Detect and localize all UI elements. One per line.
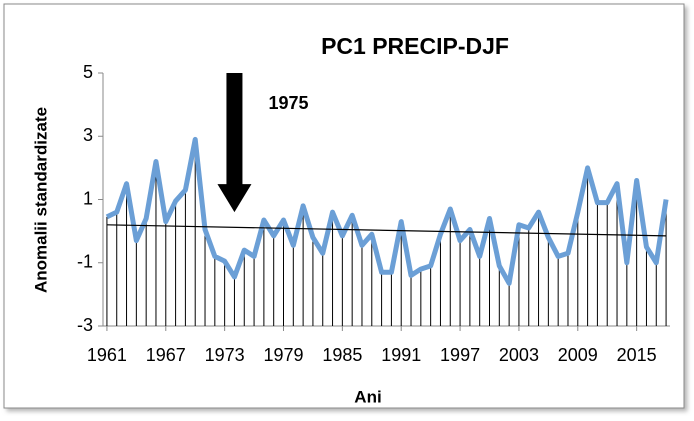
x-tick-label: 1973 bbox=[205, 345, 245, 365]
y-tick-label: 3 bbox=[83, 125, 93, 145]
x-tick-label: 1967 bbox=[146, 345, 186, 365]
x-tick-label: 1991 bbox=[381, 345, 421, 365]
x-tick-label: 1961 bbox=[87, 345, 127, 365]
y-tick-label: -1 bbox=[77, 252, 93, 272]
trend-line bbox=[106, 224, 667, 237]
data-line bbox=[105, 136, 669, 286]
y-axis-label: Anomalii standardizate bbox=[31, 107, 50, 293]
x-tick-label: 1997 bbox=[440, 345, 480, 365]
x-tick-label: 2003 bbox=[499, 345, 539, 365]
chart-title: PC1 PRECIP-DJF bbox=[321, 33, 509, 59]
annotation-arrow bbox=[217, 73, 252, 213]
y-tick-label: 5 bbox=[83, 62, 93, 82]
x-tick-label: 2015 bbox=[617, 345, 657, 365]
y-tick-label: 1 bbox=[83, 188, 93, 208]
y-tick-label: -3 bbox=[77, 315, 93, 335]
x-tick-label: 1979 bbox=[263, 345, 303, 365]
annotation-label: 1975 bbox=[268, 93, 308, 113]
x-axis-label: Ani bbox=[354, 387, 381, 406]
x-tick-label: 2009 bbox=[558, 345, 598, 365]
x-tick-label: 1985 bbox=[322, 345, 362, 365]
